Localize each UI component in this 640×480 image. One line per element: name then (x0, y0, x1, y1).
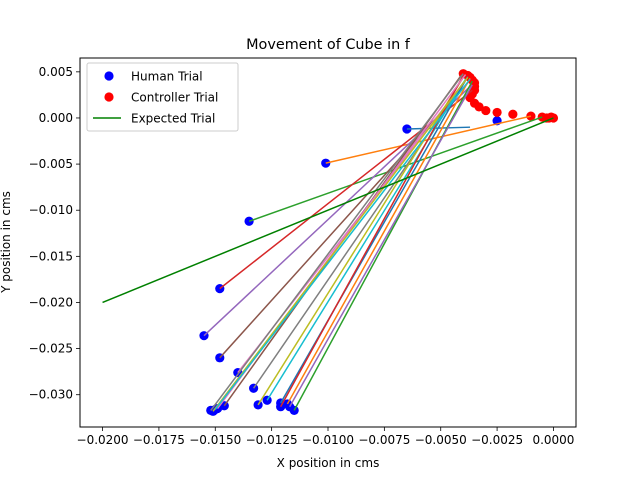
legend-label: Expected Trial (131, 112, 215, 126)
y-tick-label: −0.030 (29, 388, 73, 402)
legend-marker (104, 71, 114, 81)
y-tick-label: −0.015 (29, 249, 73, 263)
controller-trial-point (508, 109, 518, 119)
y-axis: 0.005 0.000 −0.005 −0.010 −0.015 −0.020 −0.025… (29, 65, 80, 402)
controller-trial-point (526, 111, 536, 121)
trajectory-line (289, 84, 473, 408)
y-tick-label: −0.020 (29, 295, 73, 309)
legend-box (86, 62, 239, 132)
trajectory-line (286, 77, 471, 405)
x-tick-label: −0.0050 (415, 433, 467, 447)
legend-marker (104, 92, 114, 102)
trajectory-line (212, 76, 469, 412)
chart-title: Movement of Cube in f (246, 37, 411, 53)
y-tick-label: −0.025 (29, 342, 73, 356)
x-axis-label: X position in cms (277, 456, 380, 470)
legend-label: Human Trial (131, 70, 203, 84)
legend: Human Trial Controller Trial Expected Tria… (86, 62, 239, 132)
expected-trial-line (102, 117, 554, 304)
x-tick-label: −0.0175 (133, 433, 185, 447)
x-tick-label: 0.0000 (532, 433, 574, 447)
legend-label: Controller Trial (131, 91, 218, 105)
controller-trial-point (481, 105, 491, 116)
x-tick-label: −0.0075 (358, 433, 410, 447)
x-tick-label: −0.0025 (471, 433, 523, 447)
trajectory-line (279, 75, 464, 408)
y-tick-label: −0.010 (29, 203, 73, 217)
trajectory-line (266, 78, 467, 401)
trajectory-line (210, 73, 464, 411)
x-tick-label: −0.0100 (302, 433, 354, 447)
x-tick-label: −0.0125 (246, 433, 298, 447)
controller-trial-point (474, 102, 484, 112)
trajectory-line (257, 76, 464, 406)
y-tick-label: −0.005 (29, 157, 73, 171)
y-axis-label: Y position in cms (0, 191, 13, 294)
trajectory-line (219, 82, 469, 359)
trajectory-line (214, 78, 471, 410)
trajectory-line (280, 76, 469, 404)
controller-trial-point (492, 107, 502, 118)
x-tick-label: −0.0150 (189, 433, 241, 447)
y-tick-label: 0.005 (39, 65, 73, 79)
y-tick-label: 0.000 (39, 111, 73, 125)
x-tick-label: −0.0200 (77, 433, 129, 447)
x-axis: −0.0200 −0.0175 −0.0150 −0.0125 −0.0100 −0.00… (77, 427, 574, 447)
